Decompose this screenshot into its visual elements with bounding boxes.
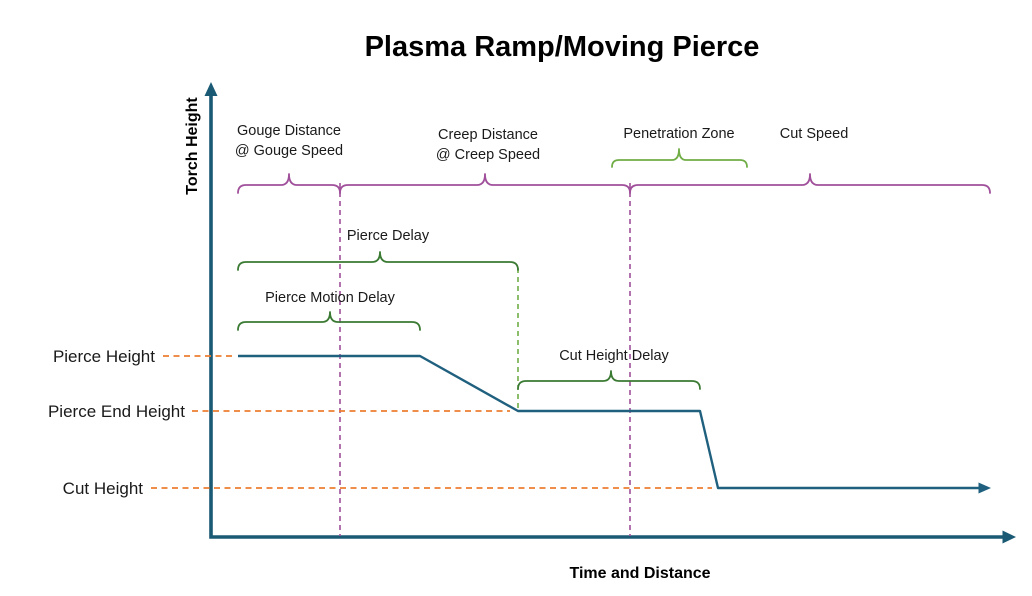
creep-zone-brace — [339, 173, 631, 194]
gouge-distance-label-line2: @ Gouge Speed — [235, 143, 343, 159]
creep-distance-label-line1: Creep Distance — [438, 127, 538, 143]
pierce-delay-label: Pierce Delay — [347, 228, 430, 244]
x-axis-arrow-icon — [1002, 530, 1016, 544]
cut-height-delay-label: Cut Height Delay — [559, 348, 669, 364]
gouge-zone-brace — [237, 173, 341, 194]
pierce-height-label: Pierce Height — [53, 347, 155, 366]
diagram-title: Plasma Ramp/Moving Pierce — [365, 31, 760, 63]
pierce-end-height-label: Pierce End Height — [48, 402, 185, 421]
cut-speed-zone-brace — [629, 173, 991, 194]
x-axis-label: Time and Distance — [569, 565, 710, 582]
creep-distance-label-line2: @ Creep Speed — [436, 147, 540, 163]
y-axis-arrow-icon — [204, 82, 218, 96]
torch-height-profile-line — [238, 354, 980, 490]
penetration-zone-label: Penetration Zone — [623, 126, 734, 142]
pierce-motion-delay-brace — [237, 311, 421, 331]
gouge-distance-label-line1: Gouge Distance — [237, 123, 341, 139]
cut-height-delay-brace — [517, 370, 701, 390]
pierce-motion-delay-label: Pierce Motion Delay — [265, 290, 395, 306]
cut-speed-label: Cut Speed — [780, 126, 849, 142]
cut-height-label: Cut Height — [63, 479, 144, 498]
penetration-zone-brace — [611, 148, 748, 168]
pierce-delay-brace — [237, 251, 519, 271]
y-axis-label: Torch Height — [184, 97, 201, 195]
axes-lines — [209, 91, 1006, 539]
profile-arrow-icon — [978, 482, 991, 494]
